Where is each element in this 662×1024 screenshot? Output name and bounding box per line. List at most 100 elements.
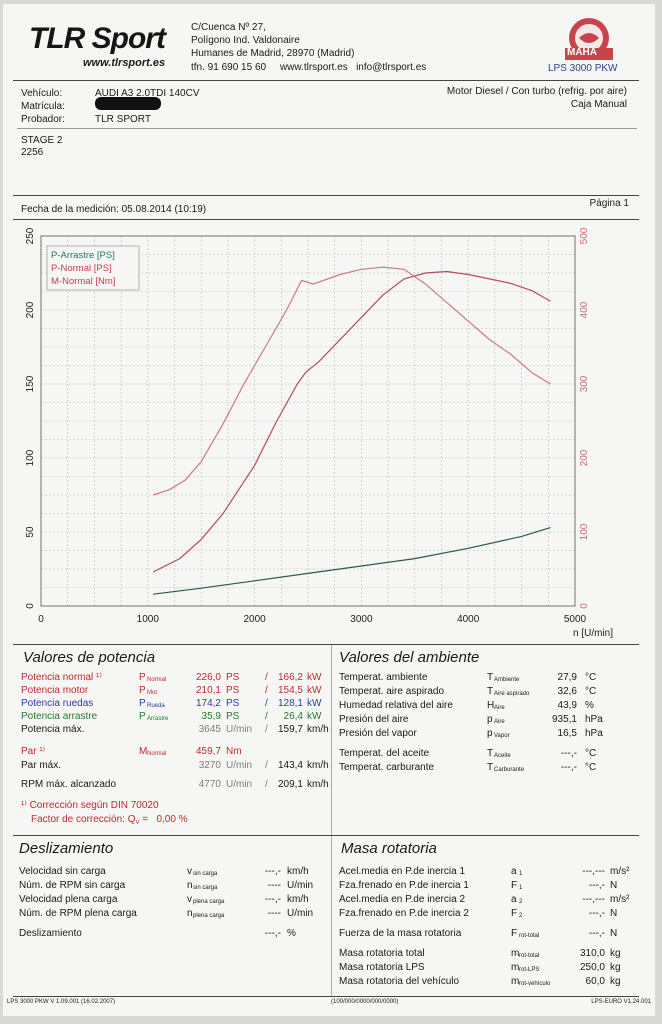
potencia-row-symbol-sub: Rueda [147, 703, 165, 709]
series-line-1 [152, 270, 551, 573]
potencia-row-unit1: U/min [226, 724, 253, 735]
masa-row-value: ---,--- [582, 866, 605, 877]
vehiculo-value: AUDI A3 2.0TDI 140CV [95, 88, 200, 99]
ambiente-row-symbol-sub: Aceite [494, 753, 511, 759]
potencia-row-value1: 174,2 [195, 698, 221, 709]
masa-row-label: Fuerza de la masa rotatoria [339, 928, 462, 939]
masa-row-unit: kg [610, 962, 621, 973]
masa-row-symbol-sub: rot-vehículo [519, 981, 551, 987]
company-logo-url: www.tlrsport.es [83, 57, 166, 69]
series-line-2 [152, 266, 551, 496]
correction-note: ¹⁾ Corrección según DIN 70020 [21, 800, 159, 811]
potencia-row-unit2: kW [307, 672, 322, 683]
potencia-row-value1: 210,1 [195, 685, 221, 696]
potencia-row-sep: / [265, 724, 268, 735]
potencia-row-unit1: PS [226, 685, 240, 696]
divider [13, 996, 639, 997]
masa-row-label: Fza.frenado en P.de inercia 2 [339, 908, 469, 919]
ambiente-row-symbol-sub: Aire [494, 705, 505, 711]
ambiente-row-symbol: T [487, 762, 494, 773]
potencia-row-label: Par ¹⁾ [21, 746, 46, 757]
potencia-row-label: Potencia motor [21, 685, 89, 696]
x-tick-label: 2000 [243, 614, 266, 625]
deslizamiento-row-symbol-sub: sin carga [193, 871, 218, 877]
x-tick-label: 1000 [137, 614, 160, 625]
potencia-row-symbol: P [139, 685, 146, 696]
masa-row-value: ---,- [588, 908, 605, 919]
ambiente-row-symbol-sub: Aire aspirado [494, 691, 530, 697]
ambiente-row-value: ---,- [560, 762, 577, 773]
ambiente-row-symbol-sub: Vapor [494, 733, 510, 739]
ambiente-row-label: Temperat. ambiente [339, 672, 428, 683]
ambiente-row-label: Temperat. del aceite [339, 748, 430, 759]
footer-right: LPS-EURO V1.24.001 [591, 999, 651, 1005]
rpm-max-value2: 209,1 [277, 779, 303, 790]
rpm-max-unit2: km/h [307, 779, 329, 790]
masa-row-label: Acel.media en P.de inercia 2 [339, 894, 466, 905]
masa-row-symbol-sub: rot-LPS [519, 967, 540, 973]
brand-model: LPS 3000 PKW [548, 63, 618, 74]
column-divider [331, 836, 332, 996]
masa-row-symbol: F [511, 928, 518, 939]
ambiente-row-label: Humedad relativa del aire [339, 700, 453, 711]
masa-row-unit: m/s² [610, 866, 630, 877]
vehiculo-label: Vehículo: [21, 88, 63, 99]
correction-factor-sub: V [135, 820, 140, 826]
ambiente-row-symbol: H [487, 700, 495, 711]
potencia-row-symbol: P [139, 711, 146, 722]
engine-type: Motor Diesel / Con turbo (refrig. por ai… [446, 86, 627, 97]
masa-row-unit: kg [610, 948, 621, 959]
masa-row-value: ---,--- [582, 894, 605, 905]
potencia-row-label: Potencia ruedas [21, 698, 94, 709]
x-tick-label: 4000 [457, 614, 480, 625]
dyno-report-sheet: TLR Sport www.tlrsport.es C/Cuenca Nº 27… [3, 4, 655, 1016]
potencia-row-symbol-sub: Normal [147, 677, 167, 683]
footer-left: LPS 3000 PKW V 1.09.001 (16.02.2007) [7, 999, 116, 1005]
divider [13, 195, 639, 196]
rpm-max-sep: / [265, 779, 268, 790]
potencia-row-label: Potencia normal ¹⁾ [21, 672, 102, 683]
potencia-row-unit2: km/h [307, 724, 329, 735]
masa-row-symbol-sub: rot-total [519, 933, 540, 939]
plot-frame [40, 235, 576, 607]
ambiente-row-symbol: p [487, 714, 493, 725]
masa-row-symbol-sub: 2 [519, 913, 523, 919]
deslizamiento-row-label: Velocidad sin carga [19, 866, 106, 877]
ambiente-row-symbol-sub: Aire [494, 719, 505, 725]
deslizamiento-row-symbol-sub: sin carga [193, 885, 218, 891]
probador-value: TLR SPORT [95, 114, 151, 125]
x-tick-label: 3000 [350, 614, 373, 625]
address-line-3: Humanes de Madrid, 28970 (Madrid) [191, 48, 355, 59]
company-logo: TLR Sport [29, 22, 166, 55]
ambiente-row-unit: °C [585, 762, 597, 773]
masa-row-symbol: m [511, 976, 520, 987]
masa-row-symbol: m [511, 962, 520, 973]
y-left-tick-label: 100 [25, 449, 36, 466]
masa-row-symbol-sub: 1 [519, 871, 523, 877]
maha-logo-text: MAHA [567, 47, 597, 58]
deslizamiento-row-label: Núm. de RPM sin carga [19, 880, 126, 891]
potencia-row-label: Par máx. [21, 760, 62, 771]
potencia-row-unit2: kW [307, 711, 322, 722]
series-line-0 [153, 527, 551, 595]
address-line-1: C/Cuenca Nº 27, [191, 22, 266, 33]
masa-row-symbol-sub: rot-total [519, 953, 540, 959]
x-tick-label: 5000 [564, 614, 587, 625]
potencia-row-unit2: km/h [307, 760, 329, 771]
masa-row-symbol: F [511, 880, 518, 891]
ambiente-row-symbol: p [487, 728, 493, 739]
ambiente-row-value: 32,6 [557, 686, 577, 697]
potencia-row-label: Potencia arrastre [21, 711, 98, 722]
ambiente-row-label: Presión del vapor [339, 728, 417, 739]
y-left-tick-label: 250 [25, 227, 36, 244]
legend-box [46, 245, 140, 291]
legend-entry: P-Normal [PS] [51, 263, 112, 274]
masa-row-unit: kg [610, 976, 621, 987]
potencia-row-unit2: kW [307, 698, 322, 709]
deslizamiento-row-value: ---,- [264, 894, 281, 905]
potencia-row-value1: 226,0 [195, 672, 221, 683]
ambiente-row-symbol: T [487, 672, 494, 683]
potencia-row-value1: 3270 [198, 760, 221, 771]
y-right-tick-label: 100 [579, 523, 590, 540]
masa-row-symbol-sub: 2 [519, 899, 523, 905]
